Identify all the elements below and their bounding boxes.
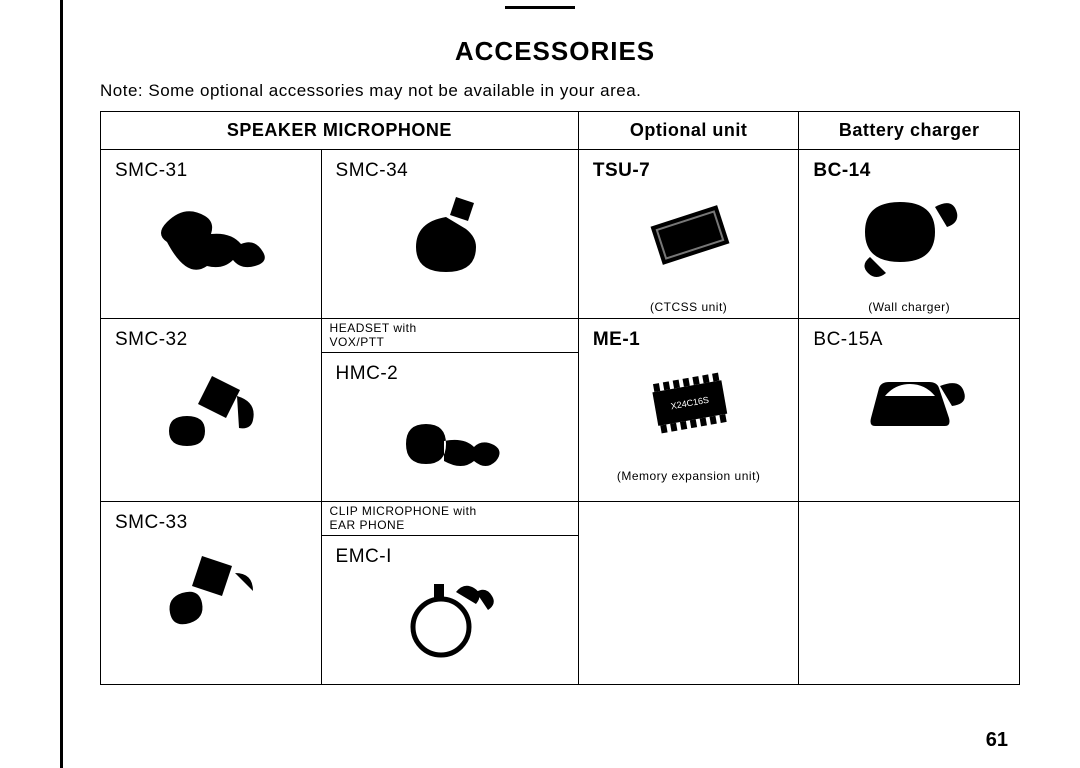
illustration-wall-charger-icon (811, 184, 1009, 284)
model-label: SMC-34 (336, 160, 568, 182)
model-label: BC-15A (813, 329, 1009, 351)
header-battery-charger: Battery charger (799, 112, 1020, 150)
cell-emc-i: CLIP MICROPHONE with EAR PHONE EMC-I (321, 501, 578, 684)
cell-subtitle: CLIP MICROPHONE with EAR PHONE (322, 502, 578, 536)
left-margin-rule (60, 0, 63, 768)
model-label: SMC-33 (115, 512, 311, 534)
page-number: 61 (986, 729, 1008, 752)
model-label: SMC-32 (115, 329, 311, 351)
illustration-speaker-mic-icon (113, 184, 311, 284)
cell-smc-34: SMC-34 (321, 150, 578, 319)
accessories-table: SPEAKER MICROPHONE Optional unit Battery… (100, 111, 1020, 685)
table-row: SMC-33 CLIP MICROPHONE with EAR PHONE EM… (101, 501, 1020, 684)
cell-hmc-2: HEADSET with VOX/PTT HMC-2 (321, 319, 578, 502)
cell-subtitle: HEADSET with VOX/PTT (322, 319, 578, 353)
cell-me-1: ME-1 X24C16S (578, 319, 799, 502)
model-label: EMC-I (336, 546, 568, 568)
table-row: SMC-32 HEADSET with VOX/PTT HMC-2 (101, 319, 1020, 502)
cell-empty (799, 501, 1020, 684)
table-header-row: SPEAKER MICROPHONE Optional unit Battery… (101, 112, 1020, 150)
availability-note: Note: Some optional accessories may not … (100, 81, 1020, 101)
top-center-tick (505, 6, 575, 9)
cell-bc-15a: BC-15A (799, 319, 1020, 502)
cell-tsu-7: TSU-7 (CTCSS unit) (578, 150, 799, 319)
illustration-clip-mic-earphone-icon (334, 570, 568, 670)
header-optional-unit: Optional unit (578, 112, 799, 150)
cell-smc-32: SMC-32 (101, 319, 322, 502)
illustration-speaker-mic-coiled-icon (334, 184, 568, 284)
model-label: SMC-31 (115, 160, 311, 182)
cell-smc-33: SMC-33 (101, 501, 322, 684)
caption: (CTCSS unit) (579, 300, 799, 314)
model-label: BC-14 (813, 160, 1009, 182)
illustration-desktop-charger-icon (811, 353, 1009, 453)
cell-bc-14: BC-14 (Wall charger) (799, 150, 1020, 319)
model-label: HMC-2 (336, 363, 568, 385)
caption: (Memory expansion unit) (579, 469, 799, 483)
page-root: ACCESSORIES Note: Some optional accessor… (0, 0, 1080, 768)
header-speaker-microphone: SPEAKER MICROPHONE (101, 112, 579, 150)
illustration-speaker-mic-icon (113, 536, 311, 636)
model-label: ME-1 (593, 329, 789, 351)
cell-smc-31: SMC-31 (101, 150, 322, 319)
cell-empty (578, 501, 799, 684)
illustration-speaker-mic-icon (113, 353, 311, 453)
table-row: SMC-31 SMC-34 (101, 150, 1020, 319)
illustration-circuit-board-icon (591, 184, 789, 284)
page-title: ACCESSORIES (90, 36, 1020, 67)
illustration-headset-icon (334, 387, 568, 487)
caption: (Wall charger) (799, 300, 1019, 314)
model-label: TSU-7 (593, 160, 789, 182)
illustration-memory-chip-icon: X24C16S (591, 353, 789, 453)
